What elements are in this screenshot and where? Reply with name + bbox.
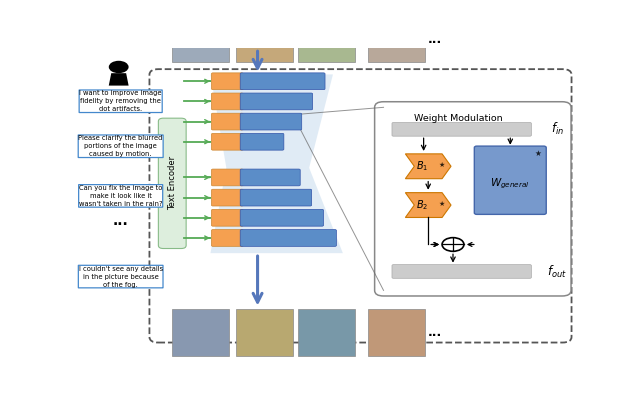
FancyBboxPatch shape (240, 73, 325, 89)
FancyBboxPatch shape (211, 133, 243, 150)
Text: I want to improve image
fidelity by removing the
dot artifacts.: I want to improve image fidelity by remo… (79, 90, 162, 112)
Text: I couldn't see any details
in the picture because
of the fog.: I couldn't see any details in the pictur… (79, 266, 163, 288)
FancyBboxPatch shape (240, 189, 312, 206)
FancyBboxPatch shape (240, 169, 300, 186)
Text: ★: ★ (534, 149, 541, 158)
FancyBboxPatch shape (211, 73, 243, 89)
Polygon shape (405, 193, 451, 218)
Text: ...: ... (428, 33, 442, 46)
Text: Weight Modulation: Weight Modulation (414, 114, 503, 123)
FancyBboxPatch shape (374, 102, 571, 296)
Polygon shape (405, 154, 451, 179)
FancyBboxPatch shape (236, 309, 293, 355)
FancyBboxPatch shape (240, 210, 324, 226)
Text: $f_{out}$: $f_{out}$ (547, 264, 567, 280)
Text: ★: ★ (439, 162, 445, 168)
FancyBboxPatch shape (240, 133, 284, 150)
Text: Please clarify the blurred
portions of the image
caused by motion.: Please clarify the blurred portions of t… (79, 135, 163, 157)
Text: $W_{general}$: $W_{general}$ (490, 176, 530, 191)
FancyBboxPatch shape (367, 16, 425, 62)
FancyBboxPatch shape (474, 146, 547, 214)
FancyBboxPatch shape (211, 210, 243, 226)
Polygon shape (211, 75, 343, 253)
FancyBboxPatch shape (240, 93, 312, 110)
Text: $f_{in}$: $f_{in}$ (550, 121, 564, 137)
FancyBboxPatch shape (150, 69, 572, 343)
FancyBboxPatch shape (211, 93, 243, 110)
FancyBboxPatch shape (236, 16, 293, 62)
Text: $B_2$: $B_2$ (416, 198, 428, 212)
FancyBboxPatch shape (158, 118, 186, 249)
FancyBboxPatch shape (211, 230, 243, 246)
Text: ...: ... (113, 214, 129, 228)
Text: Can you fix the image to
make it look like it
wasn't taken in the rain?: Can you fix the image to make it look li… (79, 185, 163, 207)
Text: Text Encoder: Text Encoder (168, 156, 177, 210)
Circle shape (109, 61, 129, 73)
FancyBboxPatch shape (240, 113, 301, 130)
FancyBboxPatch shape (367, 309, 425, 355)
FancyBboxPatch shape (172, 16, 229, 62)
FancyBboxPatch shape (172, 309, 229, 355)
FancyBboxPatch shape (298, 16, 355, 62)
FancyBboxPatch shape (240, 230, 337, 246)
Text: ★: ★ (439, 201, 445, 206)
FancyBboxPatch shape (211, 113, 243, 130)
FancyBboxPatch shape (211, 169, 243, 186)
Text: ...: ... (428, 326, 442, 339)
FancyBboxPatch shape (392, 123, 531, 136)
FancyBboxPatch shape (298, 309, 355, 355)
FancyBboxPatch shape (211, 189, 243, 206)
Polygon shape (109, 73, 129, 85)
Text: $B_1$: $B_1$ (416, 159, 428, 173)
FancyBboxPatch shape (392, 265, 531, 278)
